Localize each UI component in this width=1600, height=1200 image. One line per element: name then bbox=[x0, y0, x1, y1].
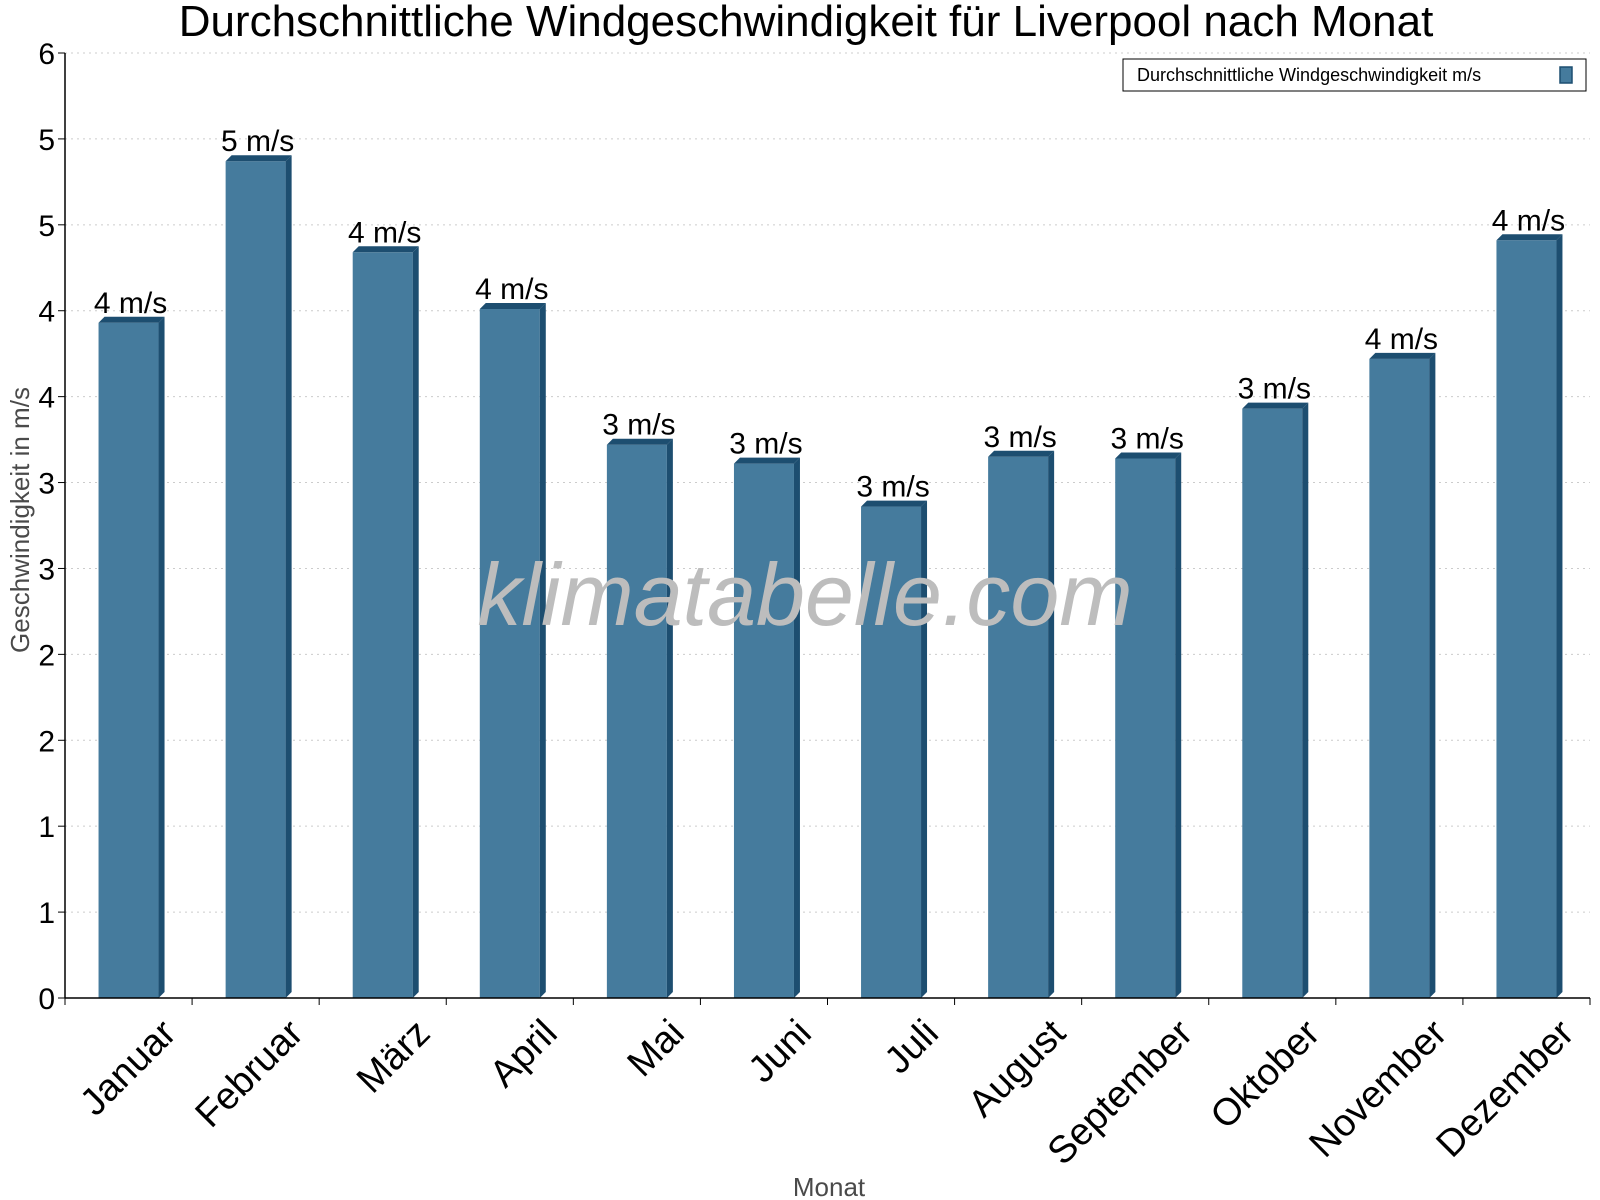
bar bbox=[1242, 408, 1303, 998]
bar-side bbox=[539, 303, 546, 998]
y-tick-label: 5 bbox=[38, 124, 55, 157]
x-tick-label: April bbox=[482, 1012, 565, 1095]
data-label: 3 m/s bbox=[983, 421, 1056, 454]
bar bbox=[733, 463, 794, 998]
legend-swatch bbox=[1559, 66, 1573, 84]
bar-group bbox=[988, 450, 1055, 999]
x-axis-ticks: Januar Februar März April Mai Juni Juli AugustS… bbox=[72, 1012, 1582, 1173]
bar-top bbox=[352, 246, 419, 253]
bar bbox=[1115, 458, 1176, 998]
data-label: 3 m/s bbox=[856, 471, 929, 504]
x-axis-title: Monat bbox=[793, 1172, 866, 1200]
bar-side bbox=[1175, 452, 1182, 998]
bar bbox=[988, 456, 1049, 999]
y-axis-title: Geschwindigkeit in m/s bbox=[5, 387, 35, 653]
bar-side bbox=[1556, 234, 1563, 999]
grid-lines bbox=[65, 52, 1590, 913]
bar-side bbox=[158, 316, 165, 999]
bar bbox=[1369, 358, 1430, 998]
bar-group bbox=[861, 500, 928, 998]
data-label: 5 m/s bbox=[221, 125, 294, 158]
bar-group bbox=[1242, 402, 1309, 998]
bar-side bbox=[793, 457, 800, 998]
data-label: 4 m/s bbox=[475, 273, 548, 306]
bar-group bbox=[352, 246, 419, 999]
bar-top bbox=[606, 438, 673, 445]
x-tick-label: Dezember bbox=[1429, 1012, 1583, 1166]
bar-group bbox=[98, 316, 165, 999]
y-tick-label: 0 bbox=[38, 983, 55, 1016]
bar-group bbox=[225, 155, 292, 998]
y-tick-label: 1 bbox=[38, 897, 55, 930]
x-tick-label: Februar bbox=[188, 1012, 312, 1136]
data-label: 3 m/s bbox=[1238, 373, 1311, 406]
bar-side bbox=[1302, 402, 1309, 998]
legend-label: Durchschnittliche Windgeschwindigkeit m/… bbox=[1137, 65, 1481, 85]
bar-side bbox=[1048, 450, 1055, 999]
bar bbox=[479, 309, 540, 998]
bar-top bbox=[225, 155, 292, 162]
y-tick-label: 3 bbox=[38, 468, 55, 501]
x-tick-label: Mai bbox=[620, 1012, 693, 1085]
x-tick-label: Oktober bbox=[1203, 1012, 1329, 1138]
data-label: 3 m/s bbox=[1111, 422, 1184, 455]
bar bbox=[352, 252, 413, 999]
bar-top bbox=[1242, 402, 1309, 409]
bar-group bbox=[1369, 352, 1436, 998]
y-tick-label: 2 bbox=[38, 639, 55, 672]
bar-top bbox=[479, 303, 546, 310]
bar-side bbox=[666, 438, 673, 998]
bar-side bbox=[412, 246, 419, 999]
y-axis-ticks: 0 1 1 2 2 3 3 4 4 5 5 6 bbox=[38, 38, 55, 1016]
y-tick-label: 4 bbox=[38, 382, 55, 415]
bars bbox=[98, 155, 1563, 999]
bar-group bbox=[1496, 234, 1563, 999]
data-labels: 4 m/s 5 m/s 4 m/s 4 m/s 3 m/s 3 m/s 3 m/s 3 m/s… bbox=[94, 125, 1565, 503]
data-label: 4 m/s bbox=[94, 287, 167, 320]
y-tick-label: 3 bbox=[38, 553, 55, 586]
bar-group bbox=[479, 303, 546, 998]
bar-group bbox=[733, 457, 800, 998]
data-label: 4 m/s bbox=[348, 216, 421, 249]
data-label: 4 m/s bbox=[1492, 204, 1565, 237]
bar-top bbox=[861, 500, 928, 507]
axes bbox=[58, 52, 1591, 1005]
y-tick-label: 5 bbox=[38, 210, 55, 243]
bar-top bbox=[1115, 452, 1182, 459]
y-tick-label: 1 bbox=[38, 811, 55, 844]
x-tick-label: März bbox=[349, 1012, 438, 1101]
data-label: 3 m/s bbox=[729, 428, 802, 461]
x-tick-label: Januar bbox=[72, 1012, 184, 1124]
bar-side bbox=[285, 155, 292, 998]
bar-top bbox=[988, 450, 1055, 457]
x-tick-label: Juli bbox=[877, 1012, 947, 1082]
x-tick-label: Juni bbox=[741, 1012, 820, 1091]
y-tick-label: 6 bbox=[38, 38, 55, 71]
data-label: 3 m/s bbox=[602, 409, 675, 442]
legend: Durchschnittliche Windgeschwindigkeit m/… bbox=[1122, 58, 1587, 92]
bar-top bbox=[98, 316, 165, 323]
bar-group bbox=[1115, 452, 1182, 998]
bar-top bbox=[1496, 234, 1563, 241]
bar bbox=[861, 506, 922, 998]
bar-top bbox=[1369, 352, 1436, 359]
bar bbox=[606, 444, 667, 998]
bar-side bbox=[1429, 352, 1436, 998]
y-tick-label: 4 bbox=[38, 296, 55, 329]
bar-group bbox=[606, 438, 673, 998]
data-label: 4 m/s bbox=[1365, 323, 1438, 356]
bar bbox=[98, 322, 159, 999]
bar-top bbox=[733, 457, 800, 464]
y-tick-label: 2 bbox=[38, 725, 55, 758]
watermark: klimatabelle.com bbox=[477, 545, 1132, 644]
legend-box bbox=[1122, 58, 1587, 92]
x-tick-label: November bbox=[1301, 1012, 1455, 1166]
bar-side bbox=[921, 500, 928, 998]
bar bbox=[225, 161, 286, 998]
chart-title: Durchschnittliche Windgeschwindigkeit fü… bbox=[179, 0, 1434, 46]
x-tick-label: August bbox=[961, 1012, 1075, 1126]
bar bbox=[1496, 240, 1557, 999]
